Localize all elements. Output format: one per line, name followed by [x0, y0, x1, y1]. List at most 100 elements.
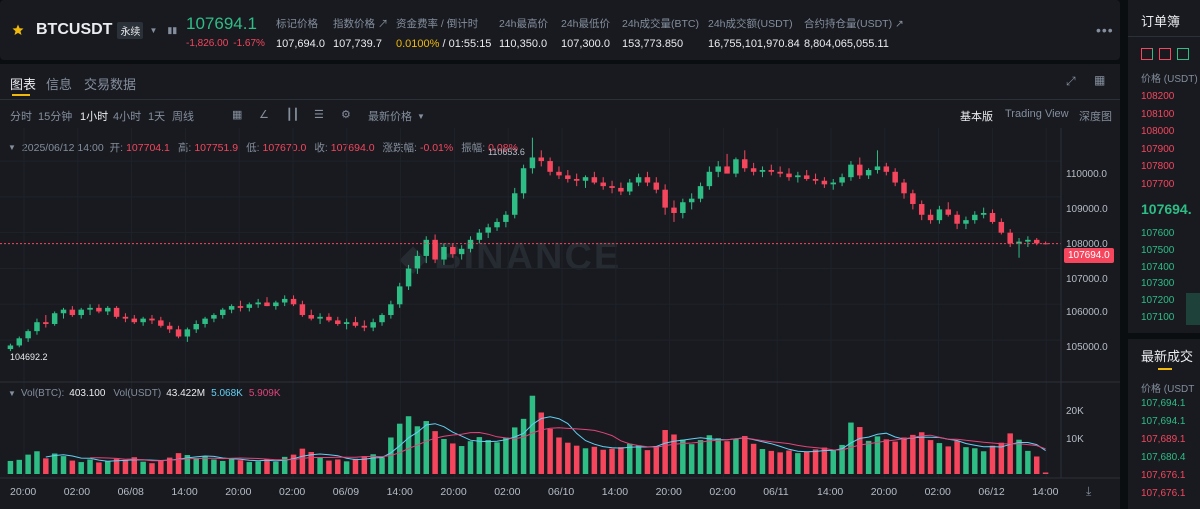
vol-usdt-value: 43.422M [166, 388, 206, 399]
ask-price[interactable]: 108000 [1141, 126, 1175, 137]
settings-gear-icon[interactable]: ⚙ [341, 109, 351, 121]
price-type-dropdown[interactable]: 最新价格 ▼ [368, 108, 425, 124]
candle [1025, 236, 1031, 247]
ask-price[interactable]: 107900 [1141, 143, 1175, 155]
ohlc-date: 2025/06/12 14:00 [21, 141, 104, 154]
bid-price[interactable]: 107400 [1141, 261, 1175, 273]
time-axis-label: 02:00 [709, 486, 736, 498]
fit-screen-icon[interactable]: ⤓ [1086, 484, 1092, 498]
candlestick-chart[interactable] [0, 128, 1120, 509]
candle [458, 245, 465, 260]
volume-bar [945, 446, 951, 474]
interval-1d[interactable]: 1天 [148, 111, 166, 123]
collapse-chevron-icon[interactable]: ▼ [8, 389, 16, 398]
bid-price[interactable]: 107600 [1141, 228, 1175, 239]
change-pct: -1.67% [233, 38, 265, 49]
volume-bar [16, 459, 23, 474]
candle [945, 202, 951, 217]
stat-open-interest[interactable]: 合约持仓量(USDT) ↗ 8,804,065,055.11 [804, 16, 904, 50]
bid-price[interactable]: 107100 [1141, 312, 1175, 323]
candle [87, 304, 93, 316]
candle [211, 313, 217, 323]
candle [998, 218, 1005, 235]
tab-chart[interactable]: 图表 [10, 77, 37, 92]
time-axis-label: 20:00 [10, 486, 37, 498]
vol-btc-value: 403.100 [69, 388, 106, 399]
active-tab-indicator [1158, 368, 1172, 370]
interval-4h[interactable]: 4小时 [113, 111, 142, 123]
volume-bar [96, 462, 102, 474]
ask-price[interactable]: 108100 [1141, 108, 1175, 120]
volume-bar [7, 460, 14, 474]
symbol-selector[interactable]: BTCUSDT 永续 ▼ ▮▮ [36, 21, 177, 39]
candle [352, 316, 359, 328]
volume-bar [618, 447, 624, 474]
bid-price[interactable]: 107500 [1141, 244, 1175, 256]
ask-price[interactable]: 107800 [1141, 161, 1175, 172]
candle [963, 216, 969, 230]
interval-15m[interactable]: 15分钟 [38, 111, 73, 123]
bid-price[interactable]: 107200 [1141, 295, 1175, 307]
candle [343, 318, 350, 330]
ellipsis-icon[interactable]: ••• [1096, 22, 1114, 38]
candle [918, 200, 925, 221]
chart-mini-icon[interactable]: ▮▮ [167, 24, 178, 35]
interval-1h[interactable]: 1小时 [80, 111, 109, 123]
candle [281, 295, 288, 307]
time-axis-label: 20:00 [225, 486, 252, 498]
buy-sell-view-icon[interactable] [1141, 48, 1153, 60]
stat-mark-price[interactable]: 标记价格 107,694.0 [276, 16, 325, 50]
template-icon[interactable]: ☰ [314, 109, 324, 121]
volume-bar [1033, 456, 1040, 474]
view-basic[interactable]: 基本版 [960, 111, 993, 123]
tab-info[interactable]: 信息 [46, 77, 73, 92]
candle [520, 164, 527, 199]
candle [697, 182, 704, 203]
layout-grid-icon[interactable]: ▦ [1094, 73, 1106, 87]
bid-price[interactable]: 107300 [1141, 278, 1175, 290]
volume-bar [193, 457, 199, 474]
interval-1m[interactable]: 分时 [10, 111, 32, 123]
trade-price: 107,694.1 [1141, 398, 1186, 409]
candle-type-icon[interactable]: ┃┃ [286, 109, 300, 121]
stat-value: 110,350.0 [499, 38, 548, 50]
volume-bar [113, 458, 120, 474]
volume-bar [768, 450, 775, 474]
interval-1w[interactable]: 周线 [172, 111, 194, 123]
view-tradingview[interactable]: Trading View [1005, 108, 1069, 120]
candle [264, 297, 270, 307]
ask-price[interactable]: 108200 [1141, 91, 1175, 102]
candle [538, 150, 545, 167]
volume-bar [803, 452, 810, 474]
stat-funding-rate[interactable]: 资金费率 / 倒计时 0.0100% / 01:55:15 [396, 16, 491, 50]
candle [848, 161, 854, 181]
stat-value: 16,755,101,970.84 [708, 38, 800, 50]
volume-bar [246, 462, 253, 474]
candle [299, 300, 306, 317]
volume-bar [936, 443, 943, 474]
buy-only-view-icon[interactable] [1177, 48, 1189, 60]
volume-bar [839, 444, 845, 474]
candle [750, 162, 757, 176]
favorite-star-icon[interactable] [12, 24, 24, 36]
trade-price: 107,680.4 [1141, 452, 1186, 463]
ask-price[interactable]: 107700 [1141, 178, 1175, 190]
collapse-chevron-icon[interactable]: ▼ [8, 143, 16, 152]
calendar-icon[interactable]: ▦ [232, 109, 243, 121]
view-depth[interactable]: 深度图 [1079, 111, 1112, 123]
volume-bar [343, 461, 350, 474]
indicator-icon[interactable]: ∠ [259, 109, 269, 121]
volume-bar [503, 437, 509, 474]
orderbook-divider [1128, 36, 1200, 37]
ohlc-legend: ▼ 2025/06/12 14:00 开: 107704.1 高: 107751… [8, 140, 518, 155]
volume-bar [51, 453, 58, 474]
candle [237, 300, 244, 312]
stat-24h-low: 24h最低价 107,300.0 [561, 16, 610, 50]
stat-index-price[interactable]: 指数价格 ↗ 107,739.7 [333, 16, 388, 50]
volume-bar [538, 412, 545, 474]
candle [60, 307, 67, 319]
sell-only-view-icon[interactable] [1159, 48, 1171, 60]
expand-icon[interactable]: ⤢ [1066, 74, 1076, 88]
candle [166, 322, 173, 333]
tab-trading-data[interactable]: 交易数据 [84, 77, 137, 92]
